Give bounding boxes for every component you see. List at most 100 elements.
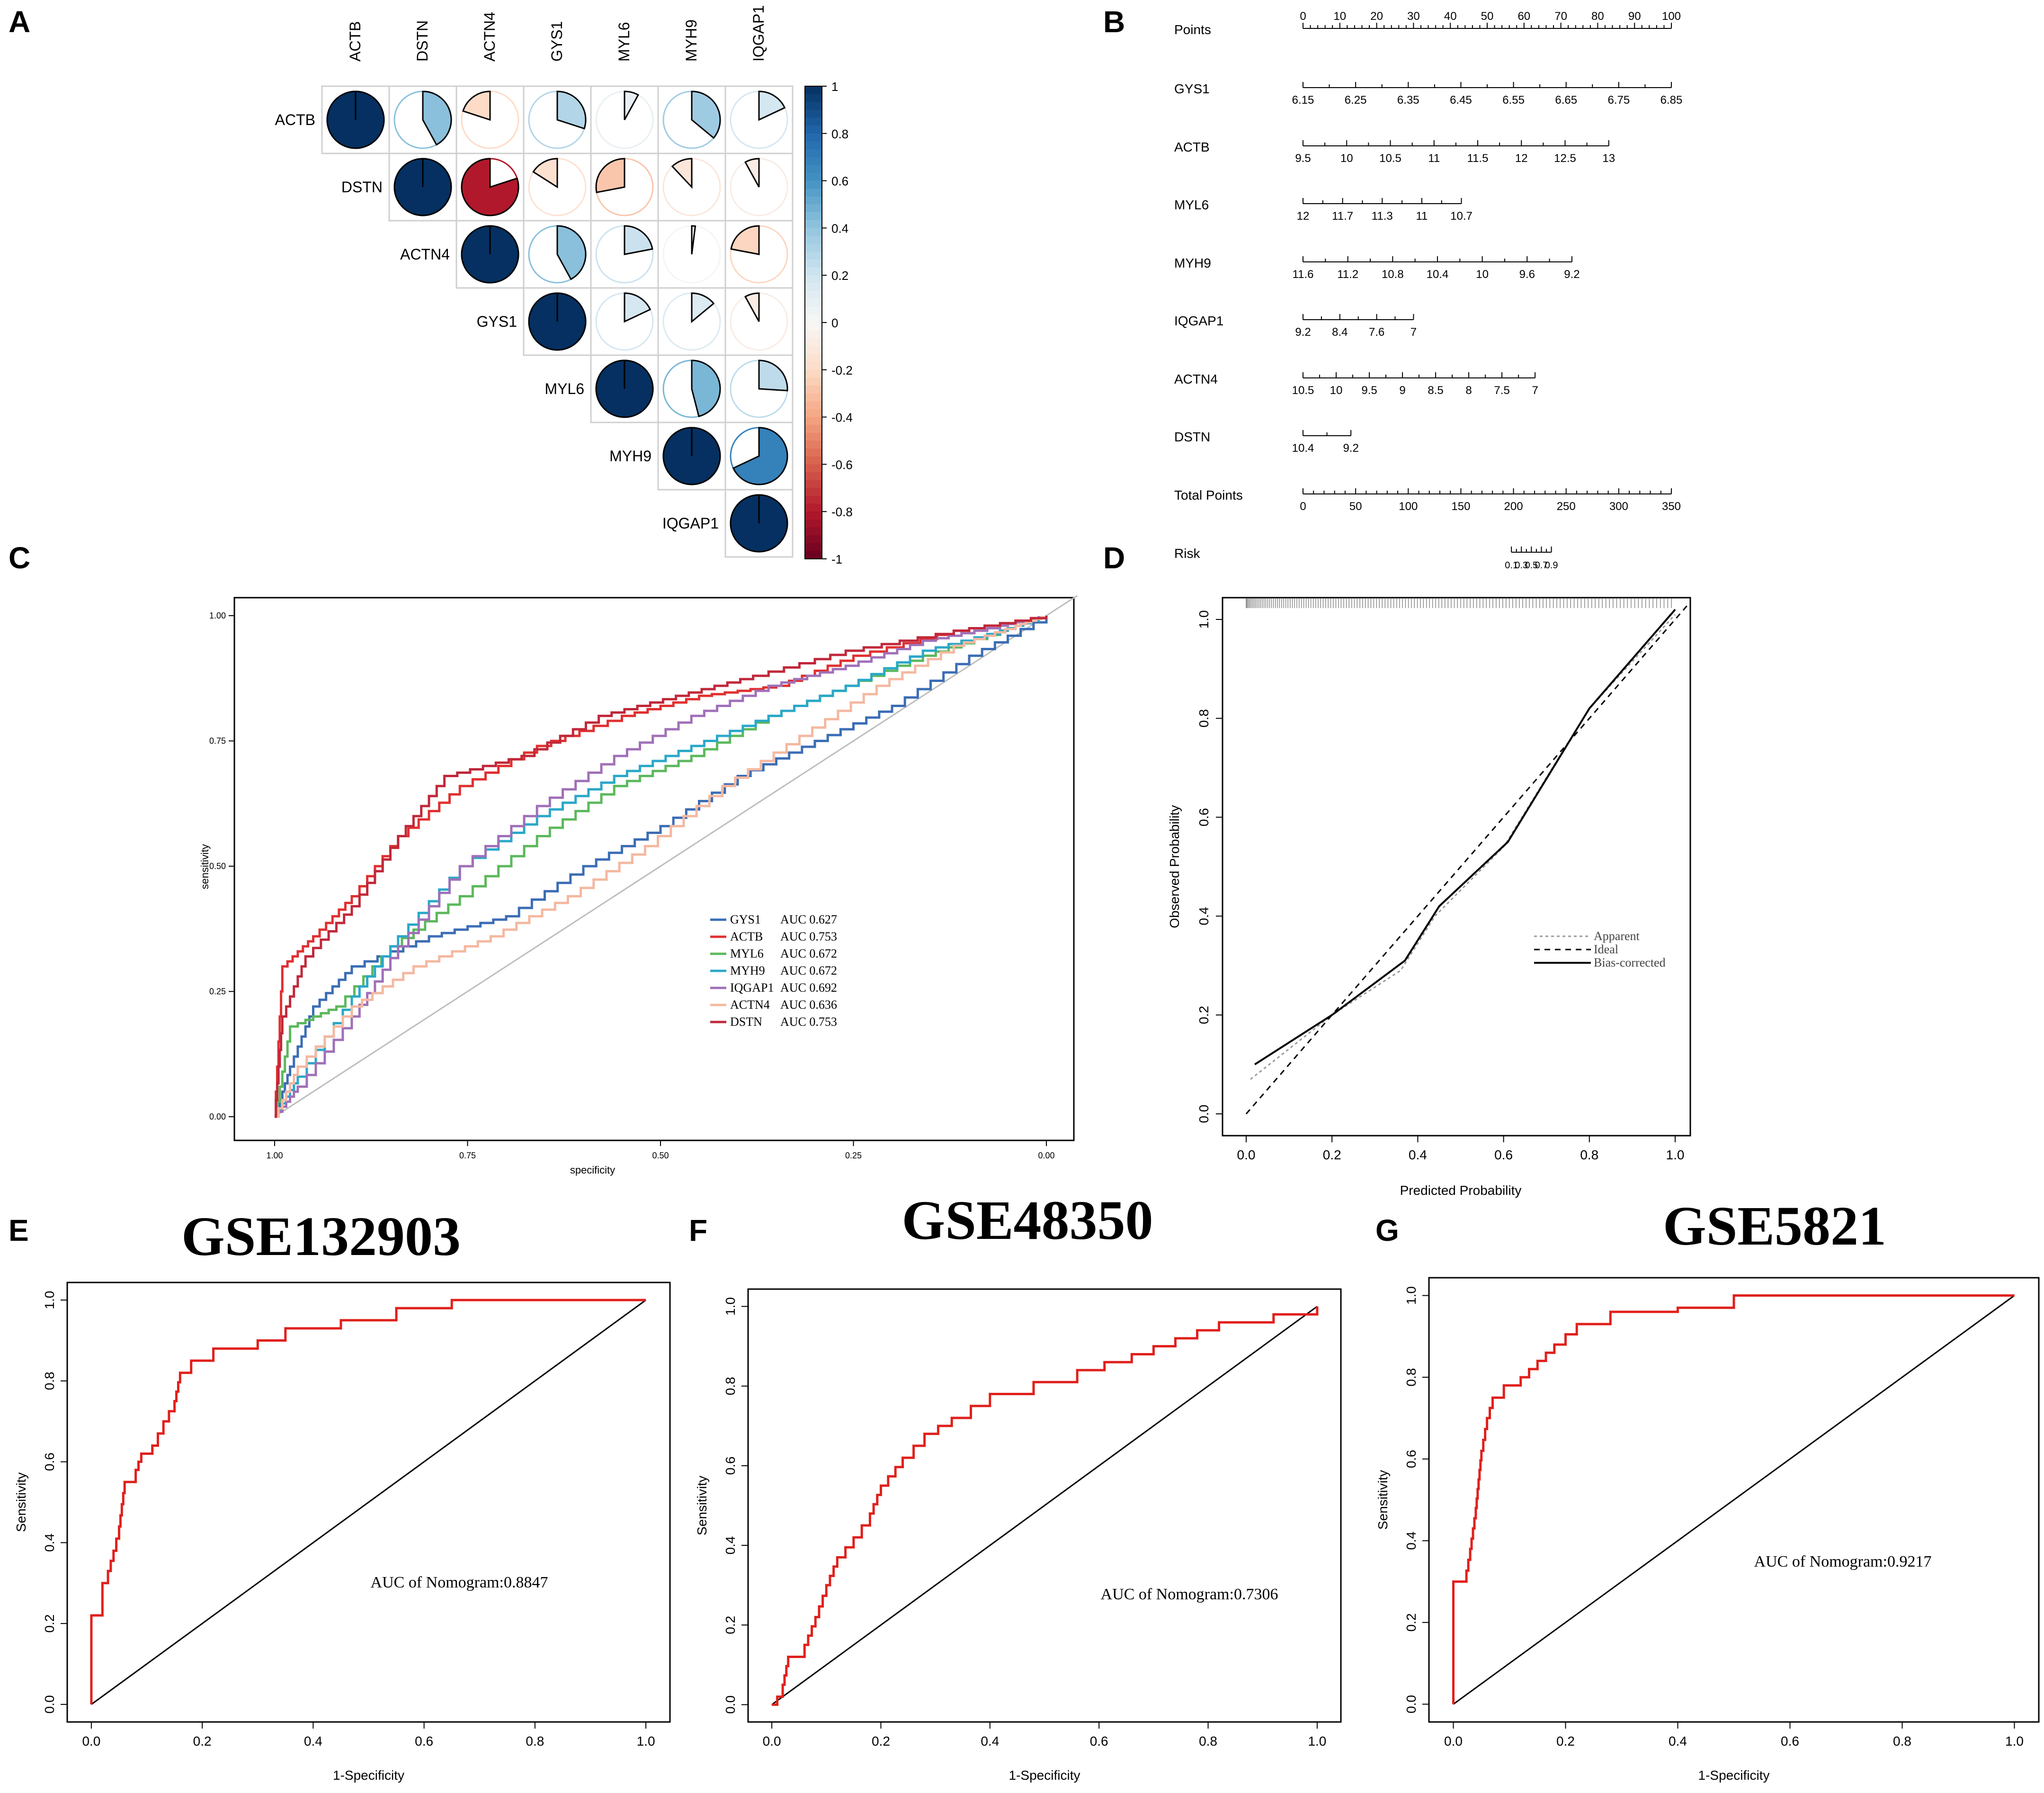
auc-annotation: AUC of Nomogram:0.9217: [1754, 1553, 1932, 1570]
y-tick-label: 0.2: [723, 1616, 738, 1634]
colorbar-segment: [805, 236, 822, 244]
roc-curve-actn4: [275, 616, 1048, 1118]
nomogram-tick-label: 90: [1628, 10, 1641, 23]
colorbar-tick-label: 0.4: [831, 221, 848, 235]
plot-frame: [1222, 597, 1691, 1137]
nomogram-tick-label: 0.9: [1545, 560, 1558, 571]
colorbar-segment: [805, 535, 822, 544]
colorbar-segment: [805, 102, 822, 110]
x-axis-label: 1-Specificity: [333, 1768, 404, 1783]
nomogram-tick-label: 350: [1662, 500, 1681, 513]
legend-name: IQGAP1: [730, 981, 774, 995]
panel-f-roc-gse48350: GSE48350 0.0 0.2 0.4 0.6 0.8 1.0 0.0 0.2 0.4 0.6 0.…: [695, 1189, 1342, 1783]
x-tick-label: 0.6: [415, 1734, 433, 1748]
colorbar-segment: [805, 126, 822, 134]
y-tick-label: 0.2: [1404, 1613, 1419, 1632]
y-tick-label: 1.0: [1404, 1286, 1419, 1305]
colorbar-segment: [805, 432, 822, 441]
nomogram-tick-label: 9.5: [1361, 384, 1377, 397]
gene-col-label: ACTN4: [481, 12, 498, 62]
cell-pie: [758, 359, 788, 392]
colorbar-segment: [805, 141, 822, 150]
nomogram-tick-label: 11.6: [1293, 268, 1314, 281]
colorbar-segment: [805, 401, 822, 410]
panel-label-e: E: [9, 1213, 29, 1247]
legend-auc: AUC 0.627: [780, 913, 837, 926]
gene-row-label: DSTN: [341, 179, 383, 196]
x-tick-label: 0.00: [1038, 1151, 1054, 1160]
nomogram-tick-label: 12.5: [1554, 152, 1576, 165]
x-tick-label: 0.4: [304, 1734, 322, 1748]
colorbar-segment: [805, 362, 822, 370]
x-tick-label: 0.8: [526, 1734, 544, 1748]
roc-curve-nomogram: [1452, 1294, 2015, 1704]
nomogram-tick-label: 80: [1591, 10, 1604, 23]
colorbar-segment: [805, 464, 822, 473]
reference-diagonal: [274, 595, 1078, 1118]
legend-auc: AUC 0.672: [780, 947, 837, 960]
colorbar-tick-label: 0: [831, 316, 838, 330]
nomogram-tick-label: 8.5: [1428, 384, 1443, 397]
nomogram-tick-label: 6.65: [1555, 94, 1577, 107]
nomogram-row-label: ACTN4: [1174, 372, 1218, 386]
y-tick-label: 0.0: [1196, 1105, 1211, 1123]
matrix-cell: [724, 489, 794, 558]
cell-pie: [556, 90, 587, 130]
panel-g-roc-gse5821: GSE5821 0.0 0.2 0.4 0.6 0.8 1.0 0.0 0.2 0.4 0.6 0.8…: [1375, 1195, 2040, 1783]
panel-a-correlation-matrix: ACTB DSTN ACTN4 GYS1 MYL6 MYH9 IQGAP1 ACTB DSTN A…: [275, 5, 853, 566]
nomogram-tick-label: 8: [1465, 384, 1472, 397]
roc-curve-gys1: [275, 616, 1048, 1118]
colorbar-segment: [805, 283, 822, 292]
colorbar-segment: [805, 172, 822, 181]
y-tick-label: 0.8: [42, 1372, 57, 1390]
x-tick-label: 0.4: [981, 1734, 999, 1748]
nomogram-tick-label: 70: [1554, 10, 1567, 23]
nomogram-tick-label: 11: [1416, 210, 1428, 223]
colorbar-tick-label: 1: [831, 80, 838, 94]
cell-pie: [671, 158, 693, 189]
x-tick-label: 0.2: [1556, 1734, 1575, 1748]
colorbar-segment: [805, 267, 822, 276]
y-axis-label: Observed Probability: [1167, 805, 1182, 928]
colorbar-segment: [805, 149, 822, 158]
y-tick-label: 0.4: [1196, 907, 1211, 925]
plot-frame: [1428, 1277, 2040, 1723]
gene-col-label: MYL6: [616, 22, 633, 62]
nomogram-tick-label: 8.4: [1332, 326, 1348, 339]
panel-e-roc-gse132903: GSE132903 0.0 0.2 0.4 0.6 0.8 1.0 0.0 0.2 0.4 0.6 0…: [14, 1205, 671, 1783]
nomogram-tick-label: 60: [1517, 10, 1530, 23]
nomogram-tick-label: 10: [1476, 268, 1489, 281]
colorbar-segment: [805, 456, 822, 465]
x-tick-label: 1.0: [2005, 1734, 2024, 1748]
nomogram-row-label: Risk: [1174, 546, 1200, 561]
cell-pie: [624, 225, 653, 255]
gene-row-label: ACTB: [275, 111, 315, 128]
cell-pie: [732, 427, 788, 485]
colorbar-segment: [805, 495, 822, 504]
x-tick-label: 0.0: [1444, 1734, 1463, 1748]
nomogram-tick-label: 6.15: [1292, 94, 1314, 107]
legend-auc: AUC 0.636: [780, 998, 837, 1012]
nomogram-tick-label: 10: [1340, 152, 1353, 165]
y-tick-label: 0.4: [42, 1533, 57, 1552]
colorbar-segment: [805, 377, 822, 386]
cell-pie: [758, 90, 786, 121]
nomogram-tick-label: 30: [1407, 10, 1420, 23]
x-tick-label: 0.2: [193, 1734, 212, 1748]
roc-curve-actb: [275, 616, 1048, 1118]
x-tick-label: 0.4: [1669, 1734, 1687, 1748]
y-tick-label: 0.0: [42, 1695, 57, 1713]
colorbar-segment: [805, 527, 822, 536]
cell-pie: [730, 225, 760, 255]
plot-frame: [747, 1288, 1342, 1723]
nomogram-tick-label: 9.6: [1519, 268, 1535, 281]
nomogram-row-label: GYS1: [1174, 81, 1210, 96]
x-axis-label: specificity: [570, 1164, 615, 1176]
cell-pie: [624, 292, 652, 323]
auc-annotation: AUC of Nomogram:0.7306: [1101, 1586, 1278, 1603]
nomogram-tick-label: 6.85: [1660, 94, 1683, 107]
calibration-curve-ideal: [1245, 604, 1689, 1114]
y-axis-label: Sensitivity: [14, 1472, 28, 1532]
colorbar-segment: [805, 259, 822, 268]
